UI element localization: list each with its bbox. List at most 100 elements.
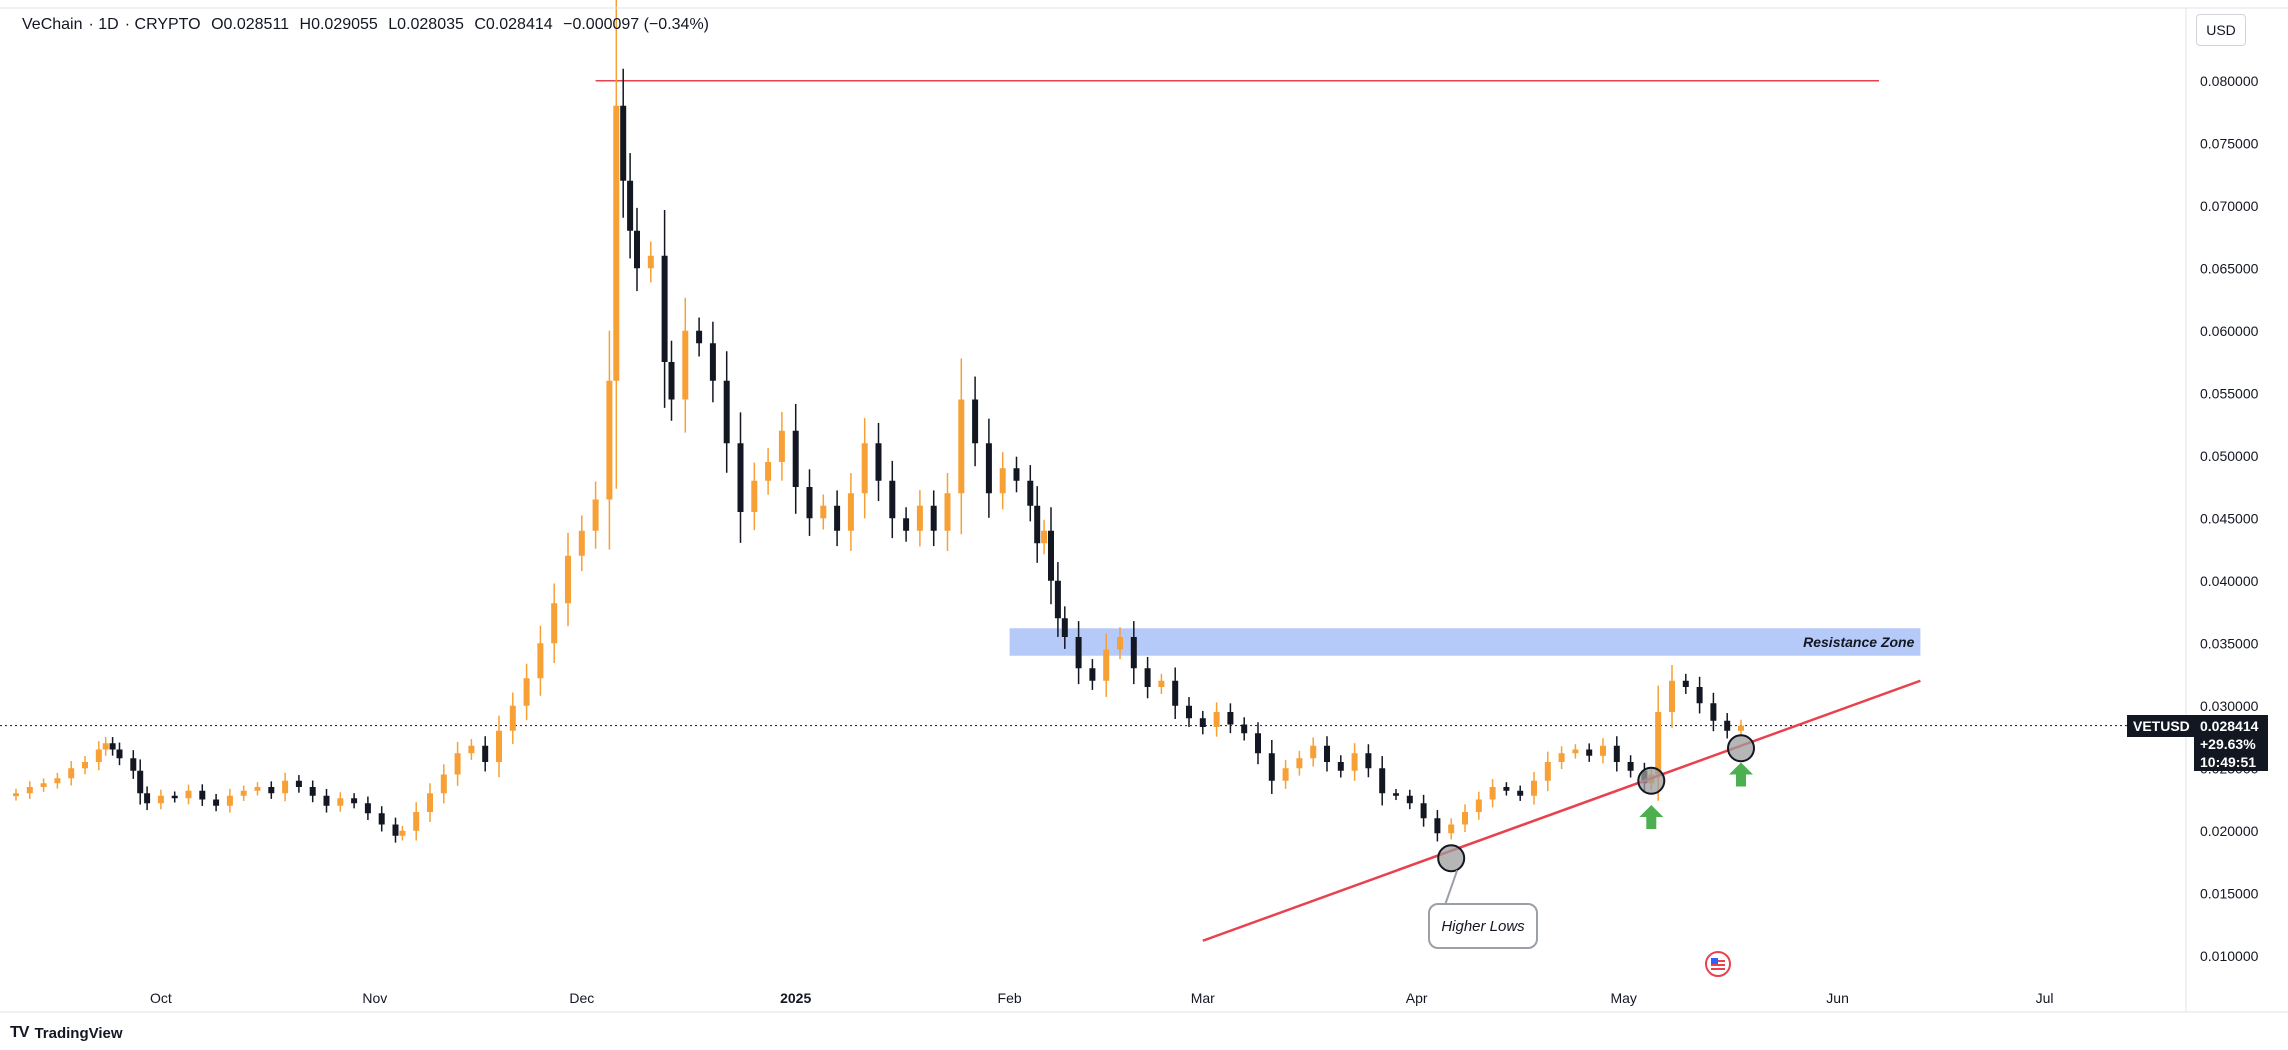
- candle-body: [1489, 787, 1496, 800]
- y-tick-label: 0.080000: [2200, 73, 2259, 89]
- candle-body: [578, 530, 585, 556]
- candle-body: [323, 795, 330, 806]
- candle-body: [792, 430, 799, 487]
- candle-body: [1738, 725, 1744, 731]
- candle-body: [116, 749, 123, 759]
- candle-body: [1013, 468, 1020, 481]
- candle-body: [1144, 668, 1151, 687]
- candle-body: [130, 758, 137, 771]
- higher-low-marker: [1637, 766, 1666, 795]
- y-tick-label: 0.055000: [2200, 385, 2259, 401]
- x-tick-label: Nov: [362, 990, 387, 1006]
- candles-layer: [13, 0, 1744, 843]
- candle-body: [1655, 712, 1662, 775]
- candle-body: [1724, 720, 1731, 731]
- candle-body: [806, 487, 813, 519]
- candle-body: [1227, 712, 1234, 725]
- candle-body: [1544, 762, 1551, 781]
- candle-body: [1434, 818, 1441, 834]
- candle-body: [1241, 724, 1248, 734]
- candle-body: [268, 787, 275, 794]
- candle-body: [875, 443, 882, 481]
- candle-body: [972, 399, 979, 444]
- candle-body: [751, 480, 758, 512]
- x-tick-label: Jul: [2036, 990, 2054, 1006]
- candle-body: [765, 462, 772, 481]
- candle-body: [613, 105, 620, 381]
- candle-body: [282, 780, 289, 794]
- flag-badge-icon[interactable]: [1704, 950, 1732, 978]
- candle-body: [295, 780, 302, 787]
- candle-body: [682, 330, 689, 400]
- currency-button[interactable]: USD: [2196, 14, 2246, 46]
- x-tick-label: Jun: [1826, 990, 1849, 1006]
- candle-body: [1296, 758, 1303, 769]
- candle-body: [399, 830, 406, 836]
- tradingview-logo-icon: TV: [10, 1024, 29, 1041]
- resistance-zone-label: Resistance Zone: [1803, 634, 1914, 650]
- higher-lows-callout[interactable]: Higher Lows: [1428, 903, 1538, 949]
- candle-body: [1406, 795, 1413, 804]
- support-trendline: [1202, 679, 1921, 942]
- callout-leader: [1444, 869, 1459, 906]
- y-tick-label: 0.050000: [2200, 448, 2259, 464]
- candle-body: [1586, 749, 1593, 756]
- candle-body: [468, 745, 475, 754]
- candle-body: [1351, 753, 1358, 771]
- x-tick-label: 2025: [780, 990, 811, 1006]
- symbol-name[interactable]: VeChain: [22, 16, 83, 33]
- candle-body: [54, 778, 61, 784]
- candle-body: [1027, 480, 1034, 506]
- candle-body: [944, 493, 951, 531]
- candle-body: [1041, 530, 1048, 544]
- candle-body: [668, 362, 675, 400]
- ohlc-change: −0.000097 (−0.34%): [563, 16, 709, 33]
- y-tick-label: 0.065000: [2200, 260, 2259, 276]
- candle-body: [1130, 637, 1137, 669]
- up-arrow-icon: [1639, 805, 1664, 829]
- last-price-tag: 0.028414 +29.63% 10:49:51: [2194, 715, 2268, 771]
- candle-body: [565, 555, 571, 604]
- overlay-layer: [1202, 679, 1921, 942]
- candle-body: [1103, 649, 1110, 681]
- candle-body: [1213, 712, 1220, 727]
- source: CRYPTO: [134, 16, 201, 33]
- candle-body: [1054, 580, 1061, 619]
- higher-low-marker: [1437, 844, 1466, 873]
- last-price: 0.028414: [2200, 718, 2259, 734]
- candle-body: [509, 705, 516, 731]
- candle-body: [213, 799, 220, 806]
- price-change: +29.63%: [2200, 736, 2256, 752]
- candle-body: [1337, 762, 1344, 771]
- candle-body: [413, 812, 420, 831]
- candle-body: [523, 678, 530, 706]
- candle-body: [1420, 803, 1427, 819]
- candle-body: [889, 480, 896, 519]
- interval[interactable]: 1D: [98, 16, 119, 33]
- candle-body: [1531, 780, 1537, 796]
- candle-body: [1034, 505, 1041, 544]
- candle-body: [427, 793, 433, 812]
- candle-body: [496, 730, 502, 762]
- tradingview-brand[interactable]: TV TradingView: [10, 1024, 123, 1042]
- candle-body: [778, 430, 785, 462]
- candle-body: [1448, 824, 1455, 834]
- candle-body: [958, 399, 965, 494]
- candle-body: [551, 603, 558, 644]
- candle-body: [537, 643, 544, 679]
- brand-name: TradingView: [34, 1024, 123, 1042]
- x-tick-label: Oct: [150, 990, 172, 1006]
- up-arrow-icon: [1729, 762, 1753, 787]
- candle-body: [95, 749, 102, 762]
- candle-body: [68, 768, 75, 779]
- bar-countdown: 10:49:51: [2200, 754, 2257, 770]
- higher-low-marker: [1727, 734, 1755, 763]
- candle-body: [916, 505, 923, 531]
- candle-body: [137, 770, 144, 794]
- candle-body: [820, 505, 827, 519]
- candle-body: [254, 787, 261, 791]
- candle-body: [226, 795, 233, 806]
- candle-body: [26, 787, 33, 794]
- candle-body: [1558, 753, 1565, 762]
